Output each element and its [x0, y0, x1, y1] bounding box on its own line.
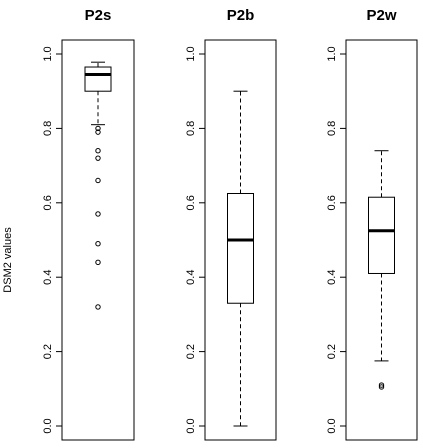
panel-frame-p2b: [204, 39, 277, 441]
outlier-p2w-0: [378, 382, 385, 388]
outlier-p2s-6: [95, 241, 101, 247]
y-tick-label-p2w-0: 0.0: [326, 418, 338, 433]
y-tick-label-p2w-2: 0.4: [326, 270, 338, 285]
y-tick-label-p2w-4: 0.8: [326, 121, 338, 136]
y-tick-label-p2b-3: 0.6: [185, 195, 197, 210]
panel-frame-p2w: [345, 39, 418, 441]
panel-frame-p2s: [61, 39, 135, 441]
outlier-p2s-7: [95, 259, 101, 266]
box-p2w: [368, 196, 395, 274]
y-tick-label-p2s-1: 0.2: [42, 344, 54, 359]
outlier-p2s-8: [95, 304, 101, 310]
y-tick-label-p2b-4: 0.8: [185, 121, 197, 136]
box-p2b: [227, 193, 254, 304]
y-tick-label-p2b-2: 0.4: [185, 270, 197, 285]
outlier-p2w-1: [378, 384, 385, 390]
y-tick-label-p2s-5: 1.0: [42, 46, 54, 61]
panel-title-p2w: P2w: [366, 7, 396, 24]
panel-title-p2s: P2s: [85, 7, 112, 24]
y-tick-label-p2b-1: 0.2: [185, 344, 197, 359]
panel-title-p2b: P2b: [227, 7, 255, 24]
y-tick-label-p2b-5: 1.0: [185, 46, 197, 61]
y-tick-label-p2s-3: 0.6: [42, 195, 54, 210]
outlier-p2s-4: [95, 177, 101, 184]
outlier-p2s-5: [95, 211, 101, 217]
y-tick-label-p2w-5: 1.0: [326, 46, 338, 61]
outlier-p2s-1: [95, 129, 101, 135]
y-tick-label-p2w-3: 0.6: [326, 195, 338, 210]
outlier-p2s-3: [95, 155, 101, 161]
y-axis-label: DSM2 values: [2, 227, 14, 293]
box-p2s: [84, 66, 112, 92]
y-tick-label-p2s-2: 0.4: [42, 270, 54, 285]
outlier-p2s-2: [95, 148, 101, 154]
y-tick-label-p2s-4: 0.8: [42, 121, 54, 136]
y-tick-label-p2b-0: 0.0: [185, 418, 197, 433]
y-tick-label-p2s-0: 0.0: [42, 418, 54, 433]
outlier-p2s-0: [95, 125, 101, 132]
y-tick-label-p2w-1: 0.2: [326, 344, 338, 359]
